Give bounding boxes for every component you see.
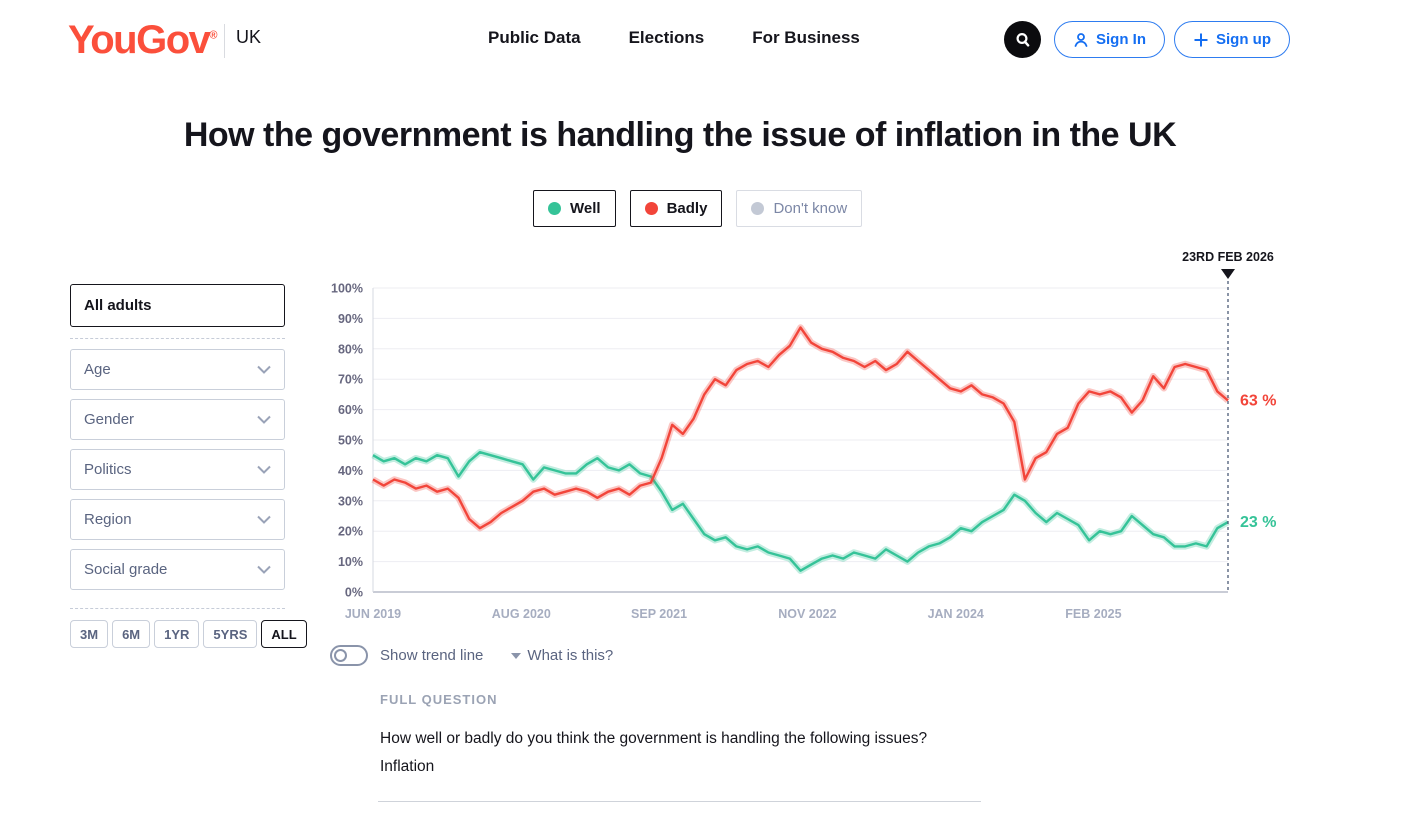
filter-politics[interactable]: Politics (70, 449, 285, 490)
question-line-1: How well or badly do you think the gover… (380, 730, 928, 747)
what-is-this-link[interactable]: What is this? (511, 647, 613, 664)
filter-politics-label: Politics (84, 461, 132, 478)
legend-badly[interactable]: Badly (629, 190, 723, 227)
legend-dont-know[interactable]: Don't know (736, 190, 863, 227)
trend-chart[interactable]: 0% 10% 20% 30% 40% 50% 60% 70% 80% 90% 100% JUN 201… (325, 243, 1310, 633)
legend-well[interactable]: Well (533, 190, 616, 227)
nav-public-data[interactable]: Public Data (488, 28, 581, 47)
range-1yr[interactable]: 1YR (154, 620, 200, 648)
logo-divider (224, 24, 225, 58)
y-tick-label: 60% (338, 403, 363, 417)
date-annotation: 23RD FEB 2026 (1182, 250, 1274, 264)
x-tick-label: FEB 2025 (1065, 607, 1121, 621)
site-header: YouGov® UK Public Data Elections For Bus… (0, 0, 1424, 80)
sidebar-divider-top (70, 338, 285, 339)
chevron-down-icon (257, 565, 271, 574)
nav-for-business[interactable]: For Business (752, 28, 860, 47)
filter-region[interactable]: Region (70, 499, 285, 540)
x-tick-label: NOV 2022 (778, 607, 836, 621)
filter-social-grade-label: Social grade (84, 561, 168, 578)
range-all[interactable]: ALL (261, 620, 307, 648)
show-trend-toggle[interactable] (330, 645, 368, 666)
registered-mark: ® (209, 29, 217, 42)
series-legend: Well Badly Don't know (533, 190, 863, 227)
legend-well-label: Well (570, 200, 601, 217)
sign-up-button[interactable]: Sign up (1174, 21, 1290, 58)
y-tick-label: 20% (338, 525, 363, 539)
x-tick-label: JAN 2024 (928, 607, 984, 621)
full-question-text: How well or badly do you think the gover… (380, 725, 1000, 781)
filter-age[interactable]: Age (70, 349, 285, 390)
x-tick-label: JUN 2019 (345, 607, 401, 621)
y-tick-label: 90% (338, 312, 363, 326)
range-selector: 3M 6M 1YR 5YRS ALL (70, 620, 307, 648)
page-title: How the government is handling the issue… (183, 116, 1177, 154)
full-question-heading: FULL QUESTION (380, 692, 498, 707)
sign-in-button[interactable]: Sign In (1054, 21, 1165, 58)
date-cursor-handle[interactable] (1221, 269, 1235, 279)
y-tick-label: 70% (338, 373, 363, 387)
sign-in-label: Sign In (1096, 31, 1146, 48)
sign-up-label: Sign up (1216, 31, 1271, 48)
filter-age-label: Age (84, 361, 111, 378)
y-tick-label: 80% (338, 342, 363, 356)
well-dot-icon (548, 202, 561, 215)
nav-elections[interactable]: Elections (628, 28, 705, 47)
question-divider (378, 801, 981, 802)
filter-social-grade[interactable]: Social grade (70, 549, 285, 590)
y-tick-label: 50% (338, 434, 363, 448)
range-6m[interactable]: 6M (112, 620, 151, 648)
caret-down-icon (511, 652, 522, 659)
show-trend-label: Show trend line (380, 647, 484, 664)
main-nav: Public Data Elections For Business (488, 28, 860, 48)
what-is-this-label: What is this? (527, 647, 614, 664)
chevron-down-icon (257, 365, 271, 374)
x-tick-label: AUG 2020 (492, 607, 551, 621)
series-line-badly (372, 326, 1229, 530)
dont-know-dot-icon (751, 202, 765, 215)
end-value-badly: 63 % (1240, 392, 1276, 409)
question-line-2: Inflation (380, 758, 435, 775)
filter-gender-label: Gender (84, 411, 135, 428)
end-value-well: 23 % (1240, 514, 1276, 531)
sidebar-divider-bottom (70, 608, 285, 609)
y-tick-label: 30% (338, 494, 363, 508)
range-5yrs[interactable]: 5YRS (203, 620, 258, 648)
search-icon (1015, 32, 1029, 47)
yougov-logo[interactable]: YouGov® (68, 18, 217, 63)
plus-icon (1194, 33, 1208, 46)
crossbreak-all-adults[interactable]: All adults (70, 284, 285, 327)
y-tick-label: 0% (345, 586, 363, 600)
range-3m[interactable]: 3M (70, 620, 109, 648)
logo-text: YouGov (68, 18, 211, 62)
user-icon (1074, 32, 1088, 47)
search-button[interactable] (1004, 21, 1041, 58)
filter-region-label: Region (84, 511, 132, 528)
chevron-down-icon (257, 515, 271, 524)
legend-badly-label: Badly (666, 200, 708, 217)
country-label: UK (236, 27, 262, 47)
chevron-down-icon (257, 415, 271, 424)
legend-dont-know-label: Don't know (773, 200, 848, 217)
chevron-down-icon (257, 465, 271, 474)
filter-gender[interactable]: Gender (70, 399, 285, 440)
x-tick-label: SEP 2021 (631, 607, 687, 621)
y-tick-label: 100% (331, 282, 363, 296)
y-tick-label: 40% (338, 464, 363, 478)
trend-controls: Show trend line What is this? (330, 645, 613, 666)
series-halo-badly (371, 324, 1231, 532)
badly-dot-icon (644, 202, 658, 215)
y-tick-label: 10% (338, 555, 363, 569)
series-line-well (372, 450, 1229, 572)
toggle-knob (334, 649, 347, 662)
